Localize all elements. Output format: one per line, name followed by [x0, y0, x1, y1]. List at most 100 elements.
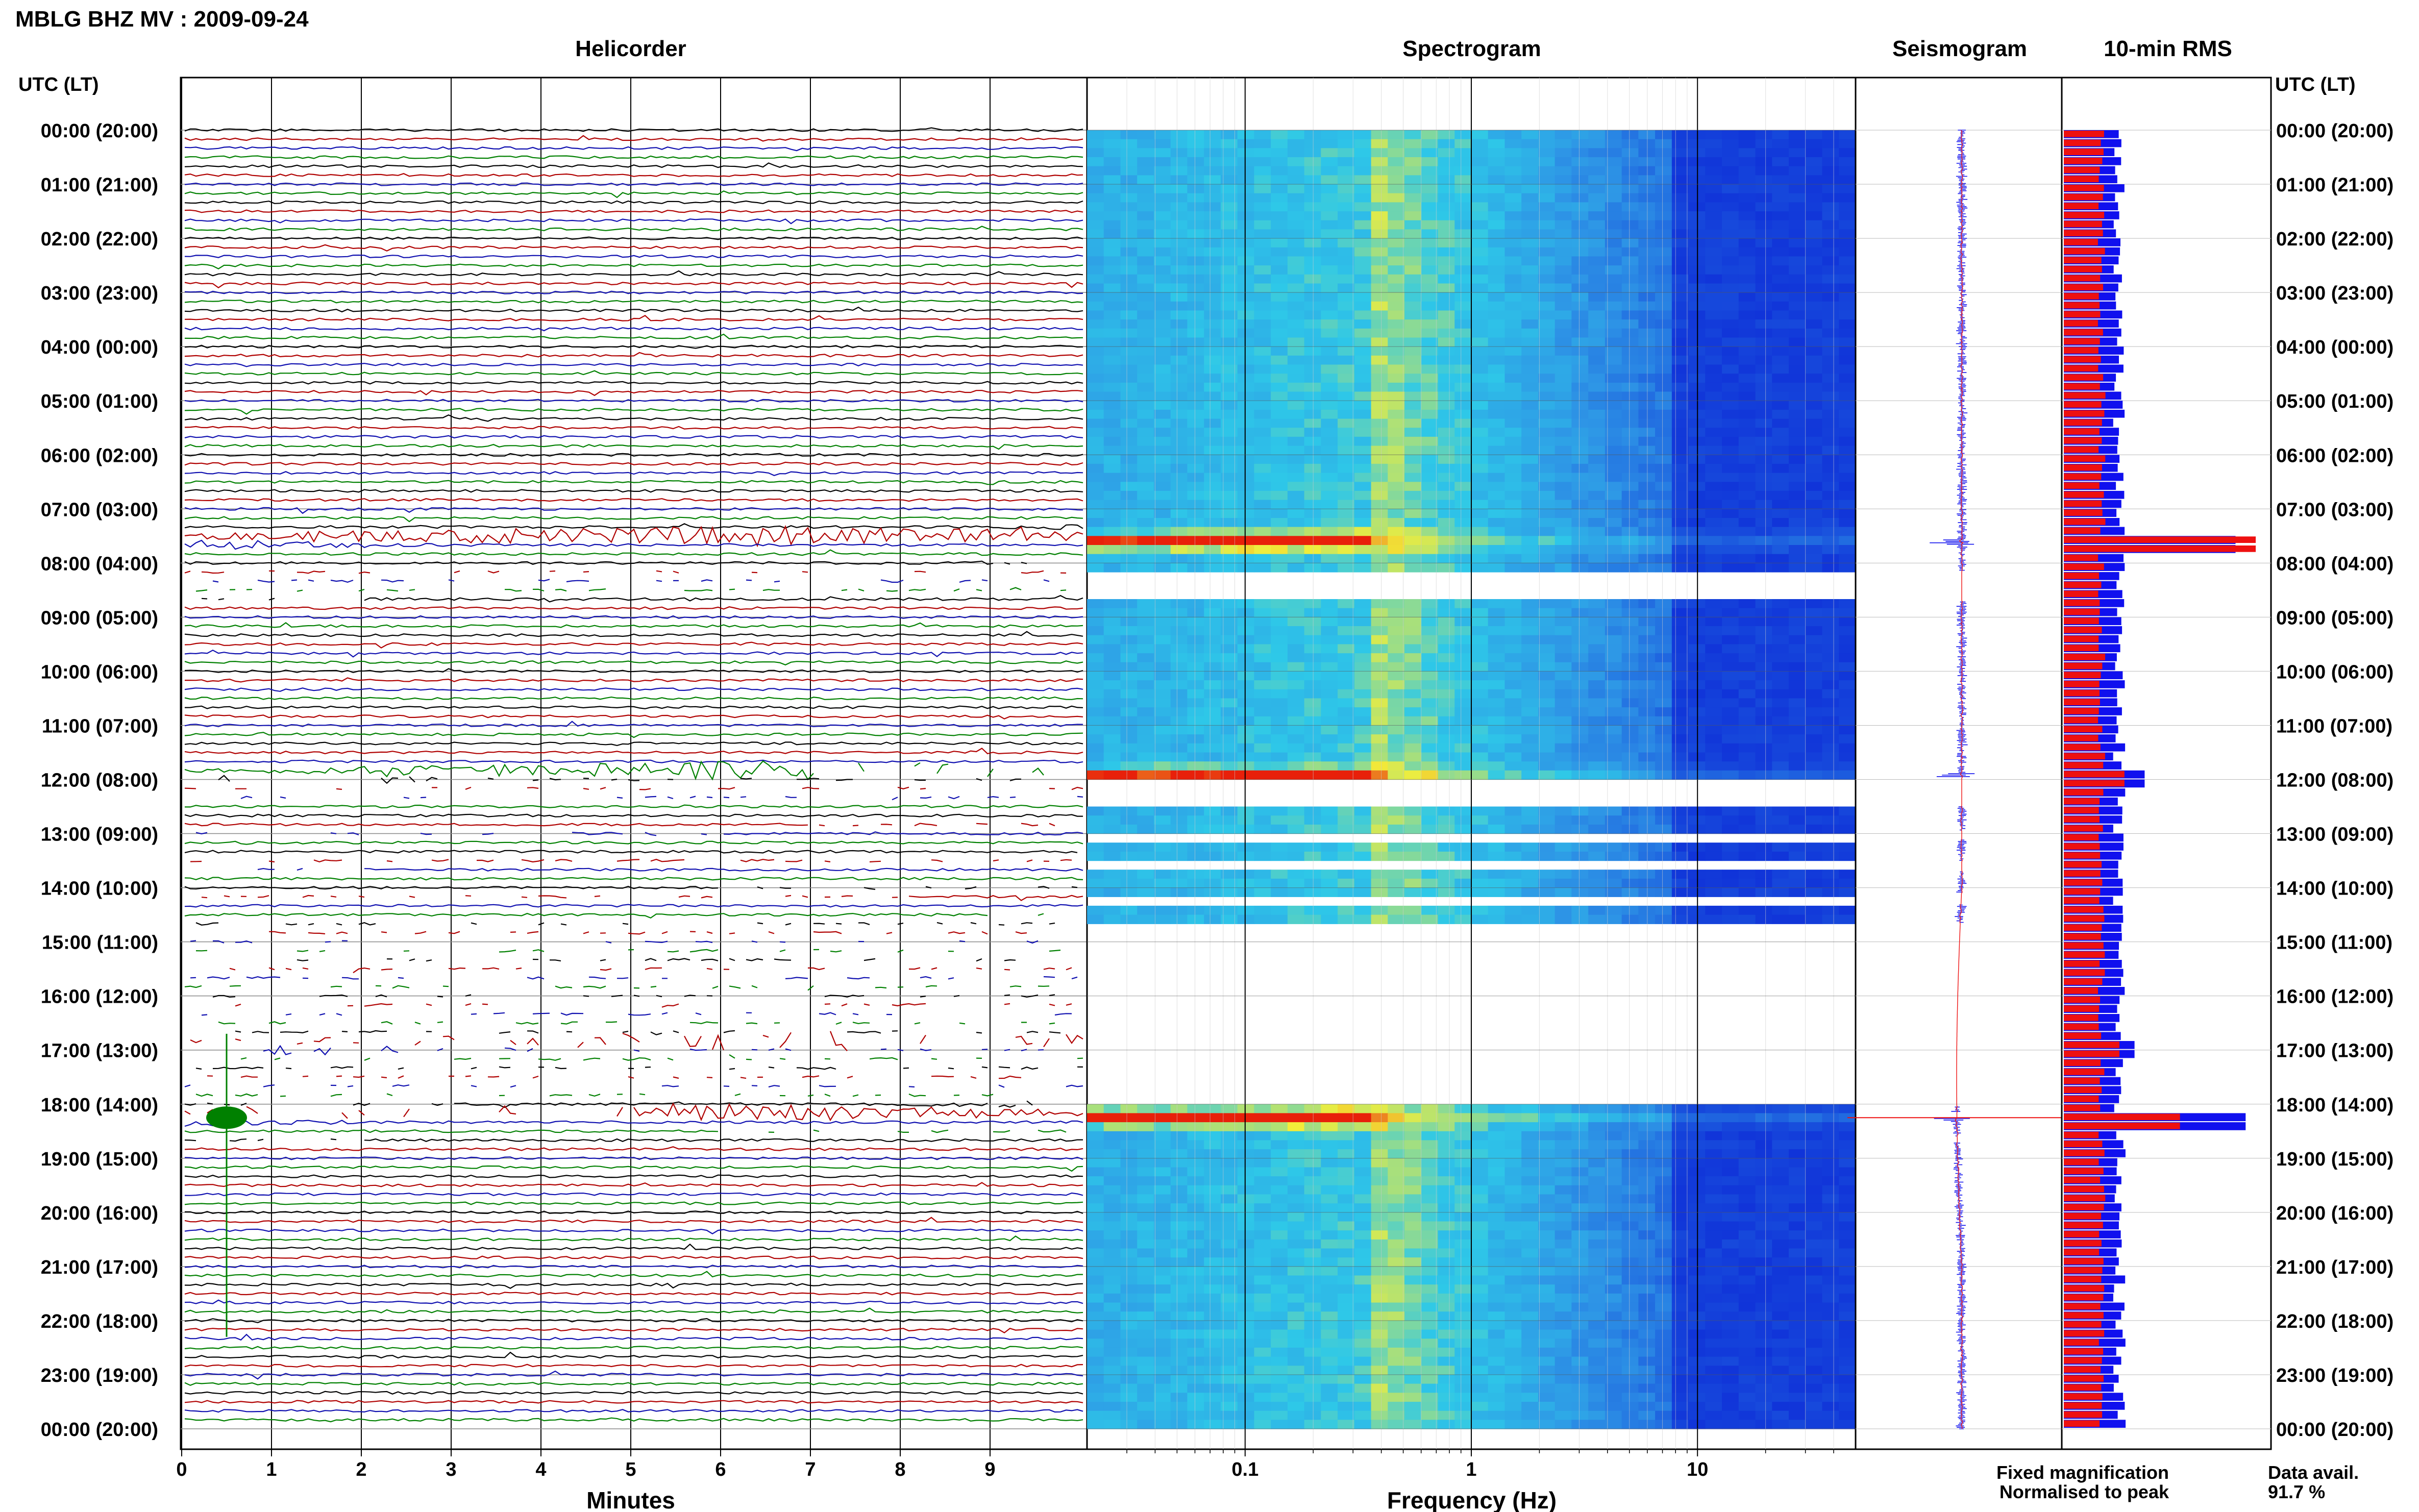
- spectrogram-cell: [1354, 824, 1372, 834]
- spectrogram-cell: [1187, 1293, 1204, 1303]
- spectrogram-cell: [1538, 1293, 1556, 1303]
- spectrogram-cell: [1388, 752, 1405, 762]
- spectrogram-cell: [1772, 1320, 1789, 1330]
- spectrogram-cell: [1304, 1275, 1321, 1285]
- spectrogram-cell: [1772, 301, 1789, 311]
- spectrogram-cell: [1722, 1140, 1739, 1150]
- spectrogram-cell: [1722, 482, 1739, 491]
- spectrogram-cell: [1705, 635, 1722, 645]
- spectrogram-cell: [1338, 599, 1355, 609]
- spectrogram-cell: [1254, 1257, 1271, 1267]
- spectrogram-cell: [1789, 1131, 1806, 1141]
- spectrogram-cell: [1471, 671, 1489, 681]
- spectrogram-cell: [1120, 220, 1138, 230]
- spectrogram-cell: [1338, 473, 1355, 482]
- spectrogram-cell: [1454, 374, 1472, 383]
- spectrogram-cell: [1287, 337, 1305, 347]
- spectrogram-cell: [1254, 247, 1271, 257]
- spectrogram-cell: [1521, 374, 1539, 383]
- spectrogram-cell: [1254, 175, 1271, 185]
- spectrogram-cell: [1521, 1194, 1539, 1204]
- spectrogram-cell: [1087, 635, 1104, 645]
- spectrogram-cell: [1655, 815, 1672, 825]
- spectrogram-cell: [1822, 265, 1839, 275]
- helicorder-trace-line: [184, 1192, 1083, 1197]
- spectrogram-cell: [1354, 211, 1372, 221]
- spectrogram-cell: [1571, 1293, 1589, 1303]
- spectrogram-cell: [1304, 608, 1321, 617]
- spectrogram-cell: [1805, 1302, 1823, 1312]
- spectrogram-cell: [1454, 545, 1472, 555]
- spectrogram-cell: [1354, 671, 1372, 681]
- spectrogram-cell: [1789, 824, 1806, 834]
- spectrogram-cell: [1671, 130, 1689, 140]
- spectrogram-cell: [1371, 409, 1388, 419]
- spectrogram-cell: [1772, 608, 1789, 617]
- spectrogram-cell: [1605, 599, 1622, 609]
- spectrogram-cell: [1554, 752, 1572, 762]
- spectrogram-cell: [1254, 1104, 1271, 1114]
- spectrogram-cell: [1371, 418, 1388, 428]
- spectrogram-cell: [1438, 870, 1455, 879]
- spectrogram-cell: [1304, 1185, 1321, 1195]
- spectrogram-cell: [1187, 473, 1204, 482]
- spectrogram-cell: [1471, 193, 1489, 203]
- spectrogram-cell: [1354, 265, 1372, 275]
- spectrogram-cell: [1438, 401, 1455, 410]
- spectrogram-cell: [1839, 626, 1856, 636]
- spectrogram-cell: [1087, 1122, 1104, 1132]
- spectrogram-cell: [1471, 635, 1489, 645]
- spectrogram-cell: [1371, 1239, 1388, 1249]
- spectrogram-cell: [1755, 473, 1772, 482]
- spectrogram-cell: [1254, 328, 1271, 338]
- spectrogram-cell: [1772, 238, 1789, 248]
- spectrogram-cell: [1187, 1131, 1204, 1141]
- spectrogram-cell: [1789, 1293, 1806, 1303]
- spectrogram-cell: [1755, 608, 1772, 617]
- spectrogram-cell: [1287, 1257, 1305, 1267]
- spectrogram-cell: [1738, 644, 1756, 654]
- spectrogram-cell: [1822, 707, 1839, 717]
- spectrogram-cell: [1488, 202, 1505, 212]
- spectrogram-cell: [1538, 265, 1556, 275]
- spectrogram-cell: [1722, 617, 1739, 627]
- spectrogram-cell: [1321, 842, 1338, 852]
- spectrogram-cell: [1103, 1284, 1121, 1294]
- spectrogram-cell: [1304, 1239, 1321, 1249]
- spectrogram-cell: [1471, 355, 1489, 365]
- spectrogram-cell: [1705, 870, 1722, 879]
- spectrogram-cell: [1271, 599, 1288, 609]
- spectrogram-cell: [1454, 914, 1472, 924]
- spectrogram-cell: [1805, 473, 1823, 482]
- spectrogram-cell: [1338, 1284, 1355, 1294]
- spectrogram-cell: [1404, 292, 1422, 302]
- spectrogram-cell: [1471, 310, 1489, 320]
- spectrogram-cell: [1554, 536, 1572, 546]
- spectrogram-cell: [1204, 689, 1221, 699]
- spectrogram-cell: [1388, 815, 1405, 825]
- spectrogram-cell: [1304, 292, 1321, 302]
- spectrogram-cell: [1571, 455, 1589, 464]
- spectrogram-cell: [1638, 887, 1656, 897]
- spectrogram-cell: [1321, 536, 1338, 546]
- spectrogram-cell: [1438, 698, 1455, 708]
- spectrogram-cell: [1605, 608, 1622, 617]
- spectrogram-cell: [1521, 743, 1539, 753]
- spectrogram-cell: [1789, 301, 1806, 311]
- spectrogram-cell: [1220, 301, 1238, 311]
- spectrogram-cell: [1271, 653, 1288, 663]
- spectrogram-cell: [1187, 401, 1204, 410]
- spectrogram-cell: [1504, 1167, 1522, 1177]
- spectrogram-cell: [1755, 148, 1772, 158]
- spectrogram-cell: [1772, 130, 1789, 140]
- spectrogram-cell: [1521, 680, 1539, 690]
- spectrogram-cell: [1738, 527, 1756, 536]
- spectrogram-cell: [1722, 184, 1739, 194]
- spectrogram-cell: [1237, 1311, 1254, 1321]
- spectrogram-cell: [1421, 1176, 1439, 1186]
- spectrogram-cell: [1170, 842, 1188, 852]
- spectrogram-cell: [1404, 202, 1422, 212]
- spectrogram-cell: [1588, 301, 1606, 311]
- spectrogram-cell: [1504, 455, 1522, 464]
- spectrogram-cell: [1187, 364, 1204, 374]
